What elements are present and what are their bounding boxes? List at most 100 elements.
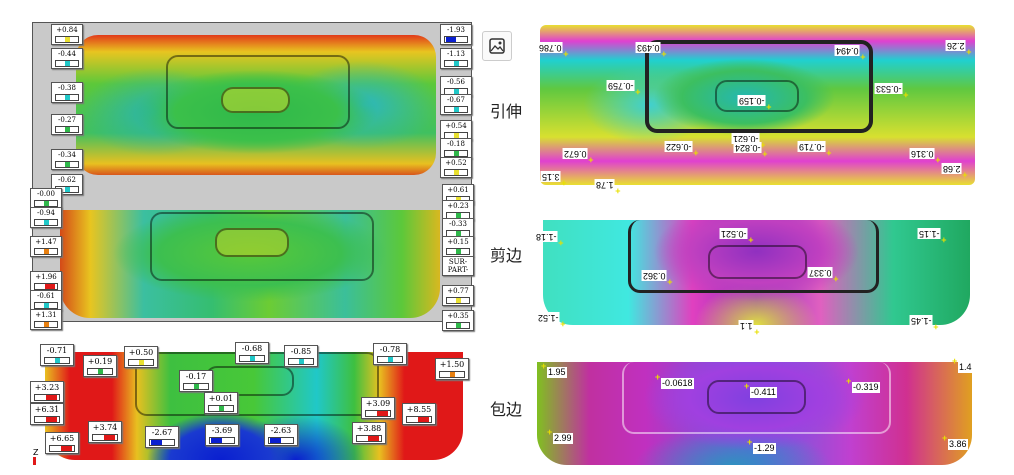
deviation-bar — [444, 36, 468, 43]
deviation-callout: +0.84 — [51, 24, 83, 45]
callout-value: -0.00 — [37, 190, 55, 198]
deviation-callout: +3.09 — [361, 397, 395, 419]
callout-value: -2.67 — [151, 428, 173, 437]
deviation-callout: -0.33 — [442, 218, 474, 239]
deviation-callout: -0.38 — [51, 82, 83, 103]
measured-value-label: 0.337 — [808, 267, 833, 278]
deviation-bar — [55, 126, 79, 133]
deviation-callout: -0.18 — [440, 138, 472, 159]
deviation-bar — [446, 322, 470, 329]
measured-value-label: 3.15 — [541, 171, 561, 182]
deviation-callout: +3.23 — [30, 381, 64, 403]
deviation-callout: -0.78 — [373, 343, 407, 365]
deviation-callout: -0.94 — [30, 207, 62, 228]
deviation-bar — [44, 357, 70, 364]
callout-value: -0.27 — [58, 116, 76, 124]
callout-value: -1.93 — [447, 26, 465, 34]
callout-value: -0.38 — [58, 84, 76, 92]
deviation-bar — [444, 60, 468, 67]
callout-value: +3.88 — [356, 424, 382, 433]
image-icon[interactable] — [482, 31, 512, 61]
measured-value-label: 0.672 — [563, 148, 588, 159]
deviation-heatmap-trim-part — [60, 210, 440, 318]
deviation-callout: -0.62 — [51, 174, 83, 195]
deviation-bar — [439, 371, 465, 378]
deviation-callout: +1.96 — [30, 271, 62, 292]
measured-value-label: -1.45 — [910, 315, 933, 326]
measured-value-label: -0.719 — [798, 141, 826, 152]
callout-value: +8.55 — [406, 405, 432, 414]
callout-value: -1.13 — [447, 50, 465, 58]
callout-value: -0.67 — [447, 96, 465, 104]
callout-value: -0.78 — [379, 345, 401, 354]
measured-value-label: -1.15 — [918, 228, 941, 239]
deviation-bar — [183, 383, 209, 390]
callout-value: +0.77 — [447, 287, 469, 295]
deviation-bar — [49, 445, 75, 452]
deviation-bar — [446, 248, 470, 255]
callout-value: +6.31 — [34, 405, 60, 414]
axis-label: Z — [33, 448, 39, 457]
callout-value: +0.52 — [445, 159, 467, 167]
measured-value-label: -0.411 — [744, 381, 777, 398]
deviation-bar — [208, 405, 234, 412]
callout-value: -0.33 — [449, 220, 467, 228]
measured-value-label: -0.159 — [738, 95, 766, 106]
callout-value: -0.18 — [447, 140, 465, 148]
deviation-bar — [365, 410, 391, 417]
deviation-bar — [34, 219, 58, 226]
measured-value-label: 1.1 — [739, 320, 754, 331]
deviation-callout: -0.34 — [51, 149, 83, 170]
callout-value: -0.44 — [58, 50, 76, 58]
deviation-bar — [209, 437, 235, 444]
measured-value-label: -1.29 — [747, 437, 776, 454]
deviation-bar — [288, 358, 314, 365]
callout-value: +1.96 — [35, 273, 57, 281]
measured-value-label: 1.95 — [541, 361, 567, 378]
measured-value-label: 2.26 — [946, 40, 966, 51]
deviation-callout: SUR-PART- — [442, 256, 474, 276]
measured-value-label: -0.759 — [607, 80, 635, 91]
deviation-bar — [87, 368, 113, 375]
callout-value: +1.47 — [35, 238, 57, 246]
trim-label: 剪边 — [490, 246, 523, 265]
measured-value-label: 0.316 — [910, 148, 935, 159]
measured-value-label: -0.622 — [665, 141, 693, 152]
deviation-callout: -1.13 — [440, 48, 472, 69]
deviation-callout: -0.61 — [30, 290, 62, 311]
callout-value: +0.35 — [447, 312, 469, 320]
measured-value-label: -0.0618 — [655, 372, 694, 389]
callout-value: +0.61 — [447, 186, 469, 194]
callout-value: -0.56 — [447, 78, 465, 86]
measured-value-label: -1.52 — [537, 312, 560, 323]
deviation-bar — [55, 94, 79, 101]
deviation-bar — [34, 283, 58, 290]
callout-value: -2.63 — [270, 426, 292, 435]
deviation-bar — [34, 321, 58, 328]
deviation-bar — [55, 161, 79, 168]
measured-value-label: -0.533 — [875, 83, 903, 94]
deviation-bar — [55, 36, 79, 43]
deviation-callout: +1.50 — [435, 358, 469, 380]
deviation-bar — [377, 356, 403, 363]
callout-value: -0.68 — [241, 344, 263, 353]
deviation-callout: +0.52 — [440, 157, 472, 178]
measured-value-label: 0.493 — [636, 42, 661, 53]
deviation-callout: +6.65 — [45, 432, 79, 454]
deviation-heatmap-draw-part — [76, 35, 436, 175]
deviation-callout: +0.01 — [204, 392, 238, 414]
callout-value: +0.54 — [445, 122, 467, 130]
stretch-label: 引伸 — [490, 102, 523, 121]
callout-value: -0.94 — [37, 209, 55, 217]
deviation-bar — [149, 439, 175, 446]
deviation-callout: -0.44 — [51, 48, 83, 69]
callout-value: -0.34 — [58, 151, 76, 159]
callout-value: -0.62 — [58, 176, 76, 184]
deviation-bar — [444, 150, 468, 157]
measured-value-label: 0.362 — [642, 270, 667, 281]
deviation-callout: -0.68 — [235, 342, 269, 364]
measured-value-label: -0.319 — [846, 376, 880, 393]
deviation-callout: +3.88 — [352, 422, 386, 444]
deviation-callout: -0.85 — [284, 345, 318, 367]
measured-value-label: 3.86 — [942, 433, 968, 450]
